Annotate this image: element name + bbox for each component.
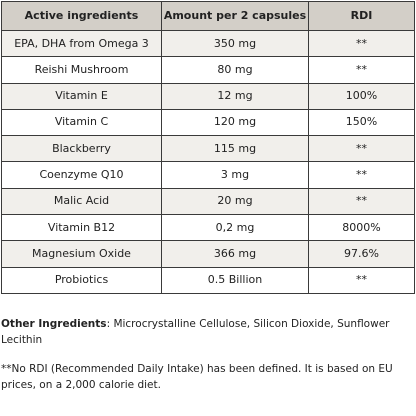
rdi-cell: ** xyxy=(308,187,415,216)
table-header-row: Active ingredients Amount per 2 capsules… xyxy=(1,1,415,31)
table-row: Reishi Mushroom 80 mg ** xyxy=(1,56,415,84)
table-row: Vitamin B12 0,2 mg 8000% xyxy=(1,214,415,242)
rdi-cell: 8000% xyxy=(308,214,415,242)
ingredient-cell: Vitamin B12 xyxy=(1,214,162,242)
ingredients-table: Active ingredients Amount per 2 capsules… xyxy=(1,1,415,294)
table-row: Magnesium Oxide 366 mg 97.6% xyxy=(1,240,415,268)
ingredient-cell: Malic Acid xyxy=(1,187,162,216)
amount-cell: 0.5 Billion xyxy=(161,266,309,294)
amount-cell: 80 mg xyxy=(161,56,309,84)
rdi-cell: ** xyxy=(308,135,415,163)
table-row: Blackberry 115 mg ** xyxy=(1,135,415,163)
column-header-rdi: RDI xyxy=(308,1,415,31)
amount-cell: 366 mg xyxy=(161,240,309,268)
other-ingredients-paragraph: Other Ingredients: Microcrystalline Cell… xyxy=(1,316,411,348)
table-row: Vitamin E 12 mg 100% xyxy=(1,82,415,110)
column-header-amount: Amount per 2 capsules xyxy=(161,1,309,31)
rdi-cell: 100% xyxy=(308,82,415,110)
amount-cell: 120 mg xyxy=(161,108,309,137)
column-header-ingredient: Active ingredients xyxy=(1,1,162,31)
amount-cell: 20 mg xyxy=(161,187,309,216)
amount-cell: 0,2 mg xyxy=(161,214,309,242)
ingredient-cell: Blackberry xyxy=(1,135,162,163)
table-row: EPA, DHA from Omega 3 350 mg ** xyxy=(1,29,415,58)
rdi-cell: ** xyxy=(308,161,415,189)
ingredient-cell: Magnesium Oxide xyxy=(1,240,162,268)
ingredient-cell: Reishi Mushroom xyxy=(1,56,162,84)
ingredient-cell: Probiotics xyxy=(1,266,162,294)
table-row: Vitamin C 120 mg 150% xyxy=(1,108,415,137)
amount-cell: 3 mg xyxy=(161,161,309,189)
other-ingredients-label: Other Ingredients xyxy=(1,318,107,330)
ingredient-cell: Vitamin C xyxy=(1,108,162,137)
rdi-cell: ** xyxy=(308,29,415,58)
amount-cell: 115 mg xyxy=(161,135,309,163)
other-ingredients-text: : Microcrystalline Cellulose, Silicon Di… xyxy=(1,318,390,346)
rdi-cell: ** xyxy=(308,266,415,294)
ingredient-cell: Vitamin E xyxy=(1,82,162,110)
amount-cell: 12 mg xyxy=(161,82,309,110)
rdi-cell: 97.6% xyxy=(308,240,415,268)
table-row: Malic Acid 20 mg ** xyxy=(1,187,415,216)
amount-cell: 350 mg xyxy=(161,29,309,58)
table-row: Probiotics 0.5 Billion ** xyxy=(1,266,415,294)
ingredient-cell: Coenzyme Q10 xyxy=(1,161,162,189)
rdi-cell: 150% xyxy=(308,108,415,137)
rdi-footnote: **No RDI (Recommended Daily Intake) has … xyxy=(1,363,393,391)
rdi-cell: ** xyxy=(308,56,415,84)
ingredient-cell: EPA, DHA from Omega 3 xyxy=(1,29,162,58)
table-row: Coenzyme Q10 3 mg ** xyxy=(1,161,415,189)
